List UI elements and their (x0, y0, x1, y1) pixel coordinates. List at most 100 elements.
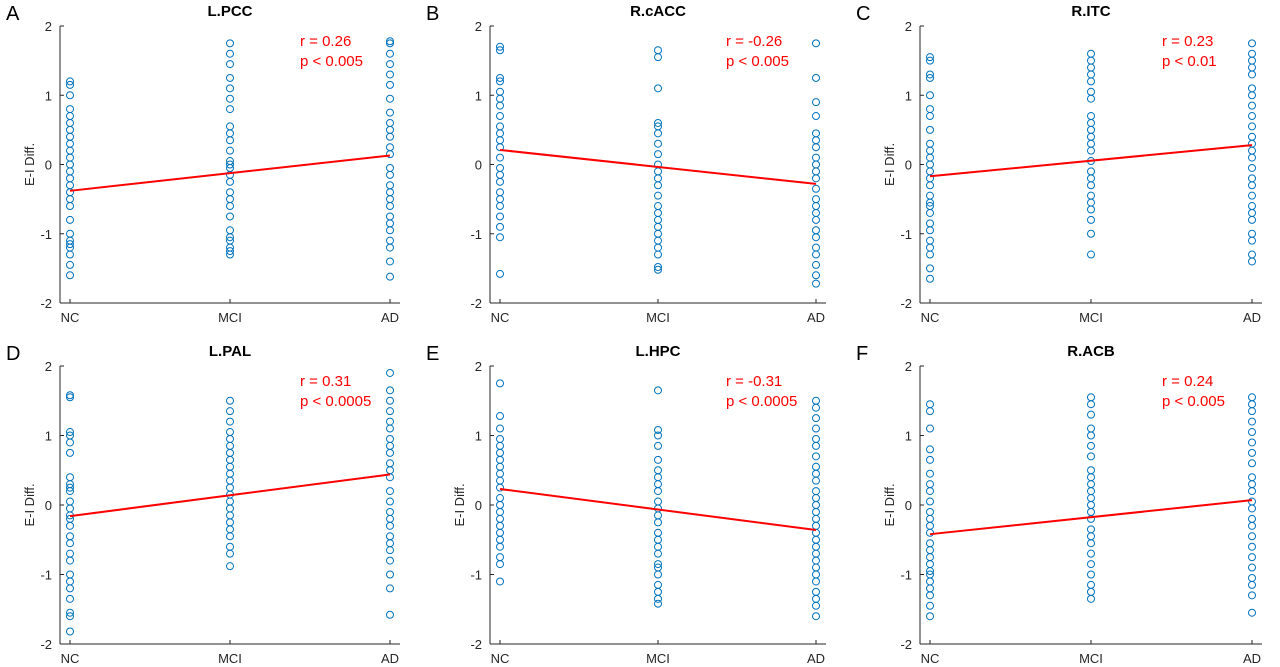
data-point (654, 560, 662, 569)
data-point (926, 73, 934, 82)
data-point (812, 202, 820, 211)
y-tick-label: -1 (40, 568, 52, 583)
stat-p: p < 0.0005 (726, 393, 797, 410)
panel-e: E L.HPC -2 -1 0 1 2 NC MCI AD E-I Diff. r = -0.31 p … (426, 343, 826, 666)
data-point (654, 542, 662, 551)
data-point (226, 136, 234, 145)
stat-r: r = 0.23 (1162, 33, 1213, 50)
data-point (1087, 393, 1095, 402)
data-point (812, 112, 820, 121)
data-point (654, 487, 662, 496)
data-point (386, 257, 394, 266)
data-point (66, 608, 74, 617)
data-point (812, 563, 820, 572)
data-point (812, 514, 820, 523)
data-point (926, 521, 934, 530)
data-point (812, 160, 820, 169)
data-point (496, 455, 504, 464)
data-point (496, 233, 504, 242)
data-point (654, 222, 662, 231)
data-point (1087, 94, 1095, 103)
data-point (812, 434, 820, 443)
data-point (654, 265, 662, 274)
data-point (812, 98, 820, 107)
data-point (1087, 229, 1095, 238)
data-point (1087, 473, 1095, 482)
data-point (496, 501, 504, 509)
data-point (496, 73, 504, 82)
data-point (812, 414, 820, 423)
data-point (812, 424, 820, 433)
data-point (66, 539, 74, 548)
data-point (496, 46, 504, 55)
data-point (66, 428, 74, 437)
data-point (1248, 174, 1256, 183)
data-point (496, 170, 504, 179)
data-point (1248, 49, 1256, 58)
data-point (1248, 400, 1256, 409)
data-point (1248, 112, 1256, 121)
data-point (386, 514, 394, 523)
data-point (1248, 236, 1256, 245)
data-point (1248, 257, 1256, 266)
data-point (1248, 497, 1256, 506)
data-point (1248, 553, 1256, 562)
x-tick-label: MCI (1079, 310, 1103, 325)
data-point (1087, 560, 1095, 569)
x-tick-label: NC (921, 651, 940, 666)
data-point (926, 407, 934, 416)
data-point (654, 250, 662, 259)
data-point (1087, 49, 1095, 58)
data-point (386, 556, 394, 565)
data-point (654, 480, 662, 489)
data-point (1087, 410, 1095, 419)
data-point (226, 202, 234, 211)
data-point (1248, 608, 1256, 617)
data-point (66, 487, 74, 496)
data-point (654, 580, 662, 589)
data-point (66, 504, 74, 513)
data-point (1087, 215, 1095, 224)
data-point (386, 243, 394, 252)
data-point (926, 539, 934, 548)
x-tick-label: AD (1243, 310, 1261, 325)
data-point (1248, 56, 1256, 65)
data-point (1248, 480, 1256, 489)
data-point (1248, 580, 1256, 589)
data-point (226, 434, 234, 443)
data-point (1087, 580, 1095, 589)
data-point (496, 188, 504, 197)
data-point (812, 462, 820, 471)
data-point (496, 77, 504, 86)
data-point (1248, 438, 1256, 447)
x-tick-label: NC (61, 310, 80, 325)
panel-title: L.HPC (636, 343, 681, 360)
data-point (812, 612, 820, 621)
data-point (66, 240, 74, 249)
data-point (1248, 532, 1256, 541)
fit-line (69, 154, 391, 192)
data-point (66, 391, 74, 400)
data-point (226, 511, 234, 520)
data-point (386, 236, 394, 245)
data-point (926, 91, 934, 100)
data-point (654, 150, 662, 159)
data-point (386, 49, 394, 58)
x-tick-label: MCI (218, 651, 242, 666)
data-point (496, 94, 504, 103)
data-point (812, 215, 820, 224)
data-point (496, 448, 504, 457)
data-point (386, 37, 394, 46)
data-point (1248, 542, 1256, 551)
data-point (1087, 570, 1095, 579)
x-tick-label: MCI (1079, 651, 1103, 666)
data-point (226, 39, 234, 48)
data-point (226, 250, 234, 259)
data-point (926, 160, 934, 169)
data-point (812, 577, 820, 586)
data-point (926, 153, 934, 162)
data-point (496, 153, 504, 162)
x-tick-label: AD (1243, 651, 1261, 666)
data-point (66, 448, 74, 457)
data-point (1087, 480, 1095, 489)
